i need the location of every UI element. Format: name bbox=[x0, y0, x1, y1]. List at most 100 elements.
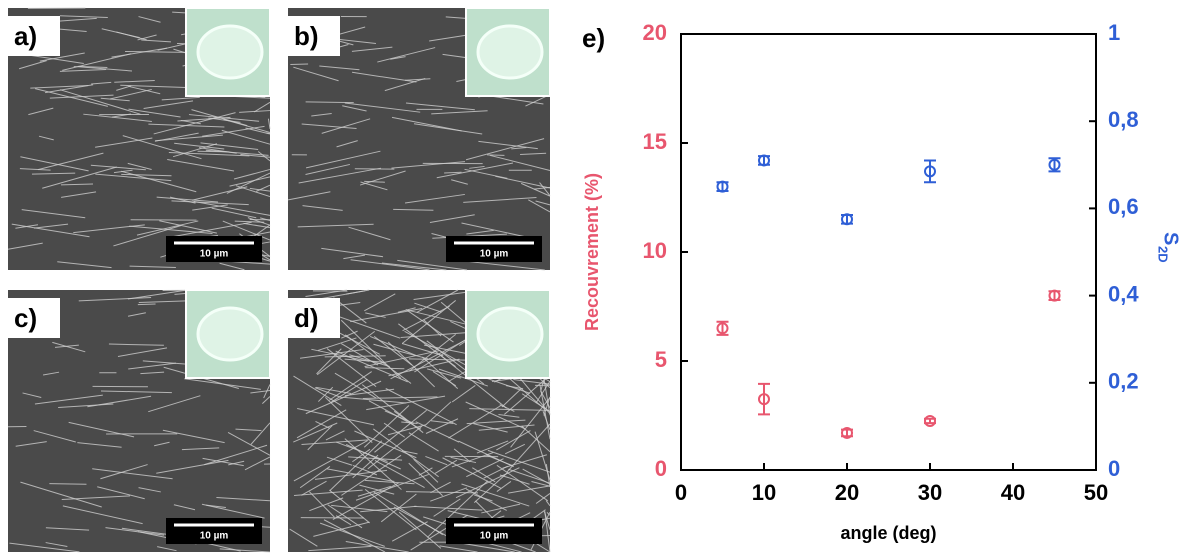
nanowire bbox=[489, 154, 551, 172]
nanowire bbox=[433, 498, 461, 517]
point bbox=[841, 426, 853, 439]
nanowire bbox=[205, 149, 269, 156]
scale-bar-label: 10 µm bbox=[200, 249, 229, 260]
nanowire bbox=[326, 348, 377, 387]
nanowire bbox=[364, 180, 385, 183]
nanowire bbox=[267, 118, 271, 129]
nanowire bbox=[156, 459, 229, 474]
nanowire bbox=[387, 424, 426, 436]
nanowire bbox=[239, 110, 271, 113]
nanowire bbox=[167, 158, 235, 172]
nanowire bbox=[377, 47, 436, 63]
nanowire bbox=[78, 296, 152, 302]
nanowire bbox=[321, 247, 384, 258]
point bbox=[1048, 158, 1061, 171]
nanowire bbox=[361, 384, 424, 434]
inset-film bbox=[196, 306, 264, 362]
nanowire bbox=[204, 444, 268, 466]
nanowire bbox=[22, 392, 42, 398]
nanowire bbox=[114, 79, 155, 83]
nanowire bbox=[511, 146, 527, 150]
nanowire bbox=[520, 182, 551, 197]
nanowire bbox=[314, 469, 388, 480]
nanowire bbox=[317, 337, 357, 351]
x-tick-label: 20 bbox=[835, 480, 859, 505]
nanowire bbox=[545, 463, 551, 488]
nanowire bbox=[535, 493, 551, 504]
y2-axis-label-sub: 2D bbox=[1156, 246, 1171, 263]
nanowire bbox=[39, 52, 85, 62]
nanowire bbox=[413, 458, 439, 483]
point bbox=[716, 322, 729, 335]
nanowire bbox=[352, 465, 378, 476]
nanowire bbox=[327, 504, 363, 529]
panel-label: e) bbox=[582, 23, 605, 53]
nanowire bbox=[297, 223, 374, 228]
nanowire bbox=[61, 495, 131, 501]
panel-label: d) bbox=[294, 303, 319, 333]
nanowire bbox=[351, 46, 393, 52]
nanowire bbox=[148, 123, 225, 128]
panel-label: b) bbox=[294, 21, 319, 51]
nanowire bbox=[401, 421, 418, 424]
nanowire bbox=[481, 503, 521, 514]
nanowire bbox=[129, 265, 176, 268]
nanowire bbox=[476, 440, 509, 454]
nanowire bbox=[121, 170, 197, 193]
nanowire bbox=[200, 142, 259, 151]
nanowire bbox=[293, 66, 339, 82]
nanowire bbox=[311, 348, 370, 362]
nanowire bbox=[393, 208, 434, 211]
nanowire bbox=[357, 485, 391, 497]
nanowire bbox=[319, 522, 385, 547]
nanowire bbox=[161, 96, 200, 101]
sem-panel: a) 10 µm bbox=[7, 7, 271, 271]
nanowire bbox=[336, 140, 358, 148]
nanowire bbox=[125, 51, 187, 53]
nanowire bbox=[250, 422, 271, 445]
nanowire bbox=[59, 89, 141, 115]
nanowire bbox=[49, 483, 87, 485]
nanowire bbox=[341, 454, 402, 496]
nanowire bbox=[384, 77, 426, 92]
nanowire bbox=[155, 134, 223, 142]
nanowire bbox=[49, 94, 114, 99]
nanowire bbox=[414, 505, 483, 511]
point bbox=[716, 180, 729, 193]
nanowire bbox=[31, 172, 76, 175]
nanowire bbox=[404, 193, 465, 204]
nanowire bbox=[496, 464, 549, 502]
scale-bar-box bbox=[166, 518, 262, 544]
nanowire bbox=[425, 455, 448, 466]
nanowire bbox=[128, 108, 181, 118]
nanowire bbox=[228, 460, 245, 466]
nanowire bbox=[20, 156, 89, 172]
nanowire bbox=[326, 456, 353, 466]
nanowire bbox=[181, 447, 220, 451]
nanowire bbox=[253, 101, 271, 113]
nanowire bbox=[405, 102, 475, 111]
nanowire bbox=[344, 388, 395, 397]
nanowire bbox=[101, 28, 140, 39]
nanowire bbox=[9, 542, 80, 553]
nanowire bbox=[385, 388, 457, 426]
nanowire bbox=[421, 356, 459, 390]
nanowire bbox=[313, 521, 370, 537]
nanowire bbox=[30, 84, 89, 89]
nanowire bbox=[350, 308, 423, 323]
nanowire bbox=[297, 408, 375, 426]
nanowire bbox=[429, 214, 475, 224]
nanowire bbox=[461, 483, 530, 507]
nanowire bbox=[290, 63, 309, 66]
nanowire bbox=[62, 53, 132, 71]
y-tick-label: 10 bbox=[643, 238, 667, 263]
nanowire bbox=[174, 142, 225, 150]
nanowire bbox=[138, 16, 161, 23]
nanowire bbox=[299, 466, 331, 489]
point bbox=[1048, 289, 1061, 302]
nanowire bbox=[156, 196, 219, 203]
nanowire bbox=[143, 100, 194, 110]
nanowire bbox=[438, 368, 489, 387]
nanowire bbox=[364, 350, 439, 368]
nanowire bbox=[57, 261, 112, 269]
